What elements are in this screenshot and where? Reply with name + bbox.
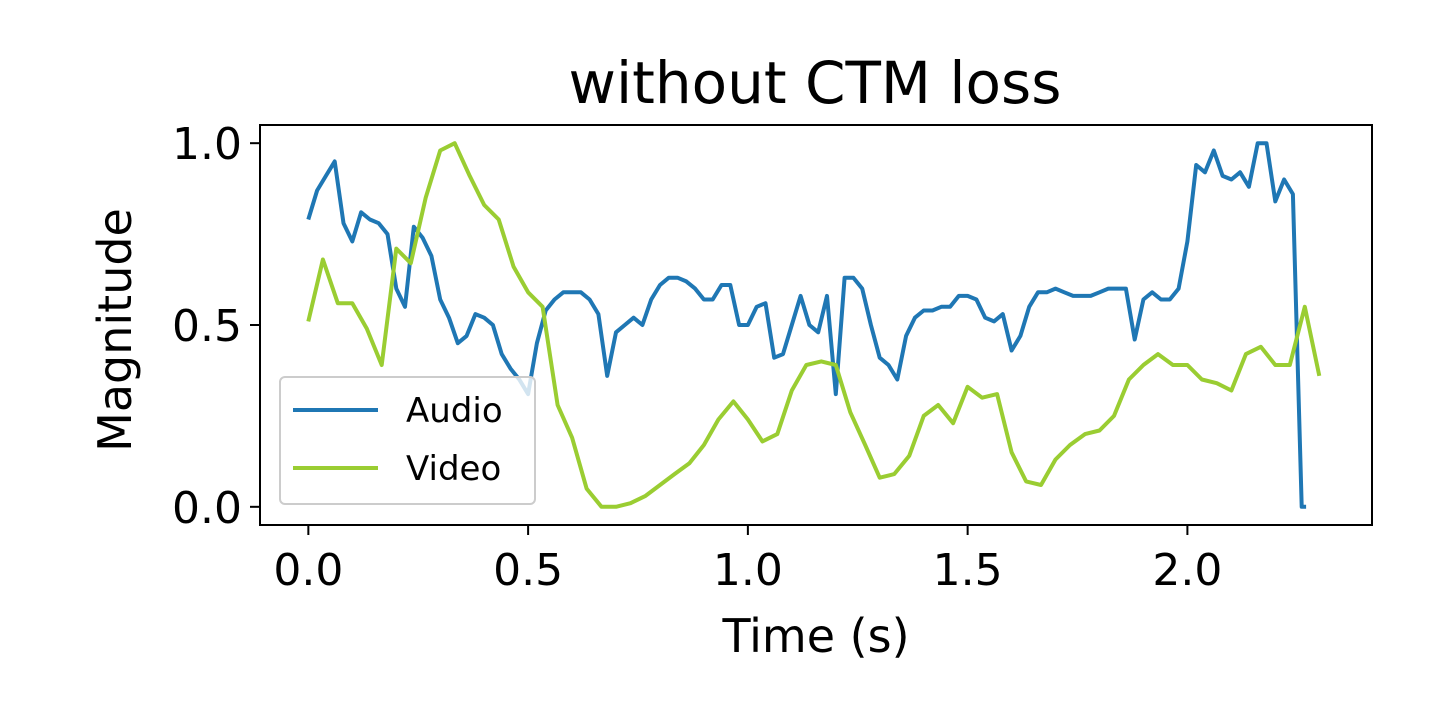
- y-axis-label: Magnitude: [88, 208, 142, 452]
- x-tick-label: 1.0: [713, 545, 783, 596]
- x-axis: 0.0 0.5 1.0 1.5 2.0: [273, 525, 1222, 596]
- legend-label-video: Video: [406, 449, 501, 489]
- series-line-audio: [306, 141, 1307, 509]
- x-axis-label: Time (s): [721, 609, 909, 663]
- series-line-video: [306, 141, 1322, 509]
- plot-area: [306, 141, 1322, 509]
- legend-label-audio: Audio: [406, 391, 503, 431]
- y-axis: 0.0 0.5 1.0: [172, 119, 260, 534]
- x-tick-label: 0.0: [273, 545, 343, 596]
- legend: Audio Video: [279, 376, 536, 505]
- x-tick-label: 2.0: [1152, 545, 1222, 596]
- y-tick-label: 0.0: [172, 483, 242, 534]
- y-tick-label: 1.0: [172, 119, 242, 170]
- chart-title: without CTM loss: [569, 49, 1062, 117]
- x-tick-label: 0.5: [493, 545, 563, 596]
- x-tick-label: 1.5: [933, 545, 1003, 596]
- y-tick-label: 0.5: [172, 301, 242, 352]
